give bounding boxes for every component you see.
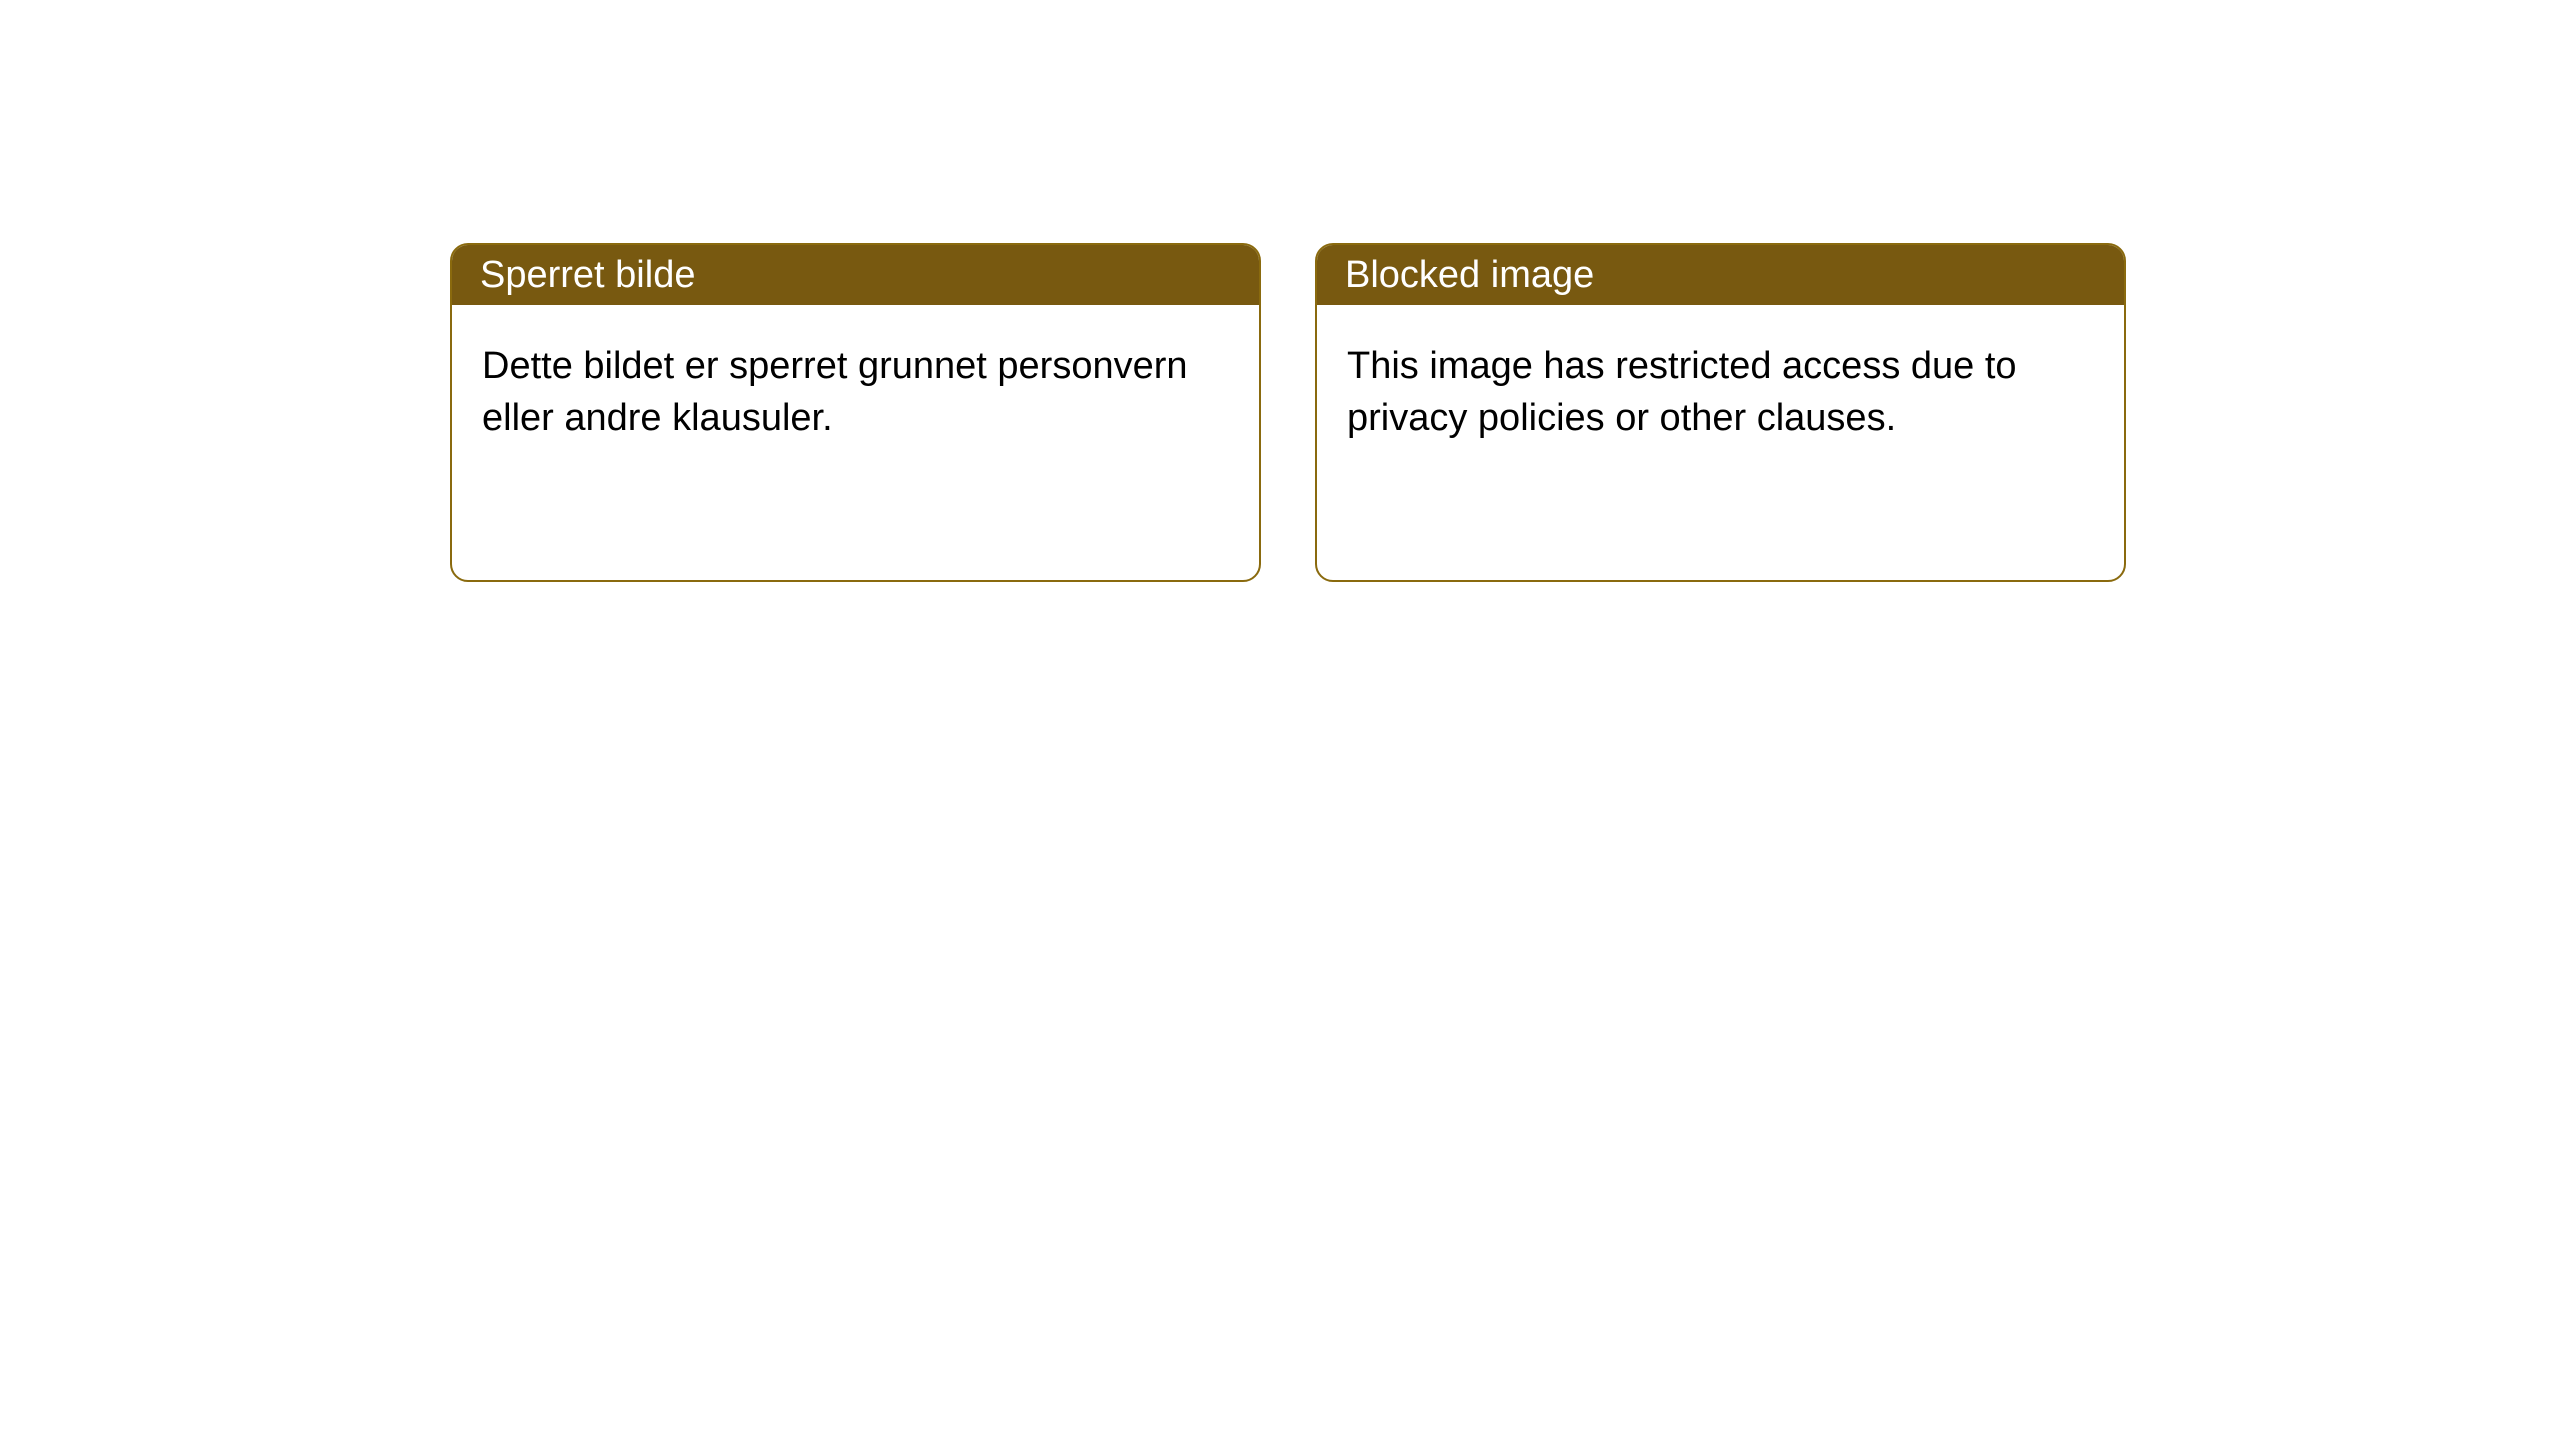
card-body-text: This image has restricted access due to … xyxy=(1347,345,2017,439)
card-title: Sperret bilde xyxy=(480,254,695,297)
card-header: Sperret bilde xyxy=(452,245,1259,305)
notice-card-english: Blocked image This image has restricted … xyxy=(1315,243,2126,582)
notice-container: Sperret bilde Dette bildet er sperret gr… xyxy=(0,0,2560,582)
card-header: Blocked image xyxy=(1317,245,2124,305)
card-title: Blocked image xyxy=(1345,254,1594,297)
card-body: Dette bildet er sperret grunnet personve… xyxy=(452,305,1259,474)
card-body-text: Dette bildet er sperret grunnet personve… xyxy=(482,345,1188,439)
notice-card-norwegian: Sperret bilde Dette bildet er sperret gr… xyxy=(450,243,1261,582)
card-body: This image has restricted access due to … xyxy=(1317,305,2124,474)
